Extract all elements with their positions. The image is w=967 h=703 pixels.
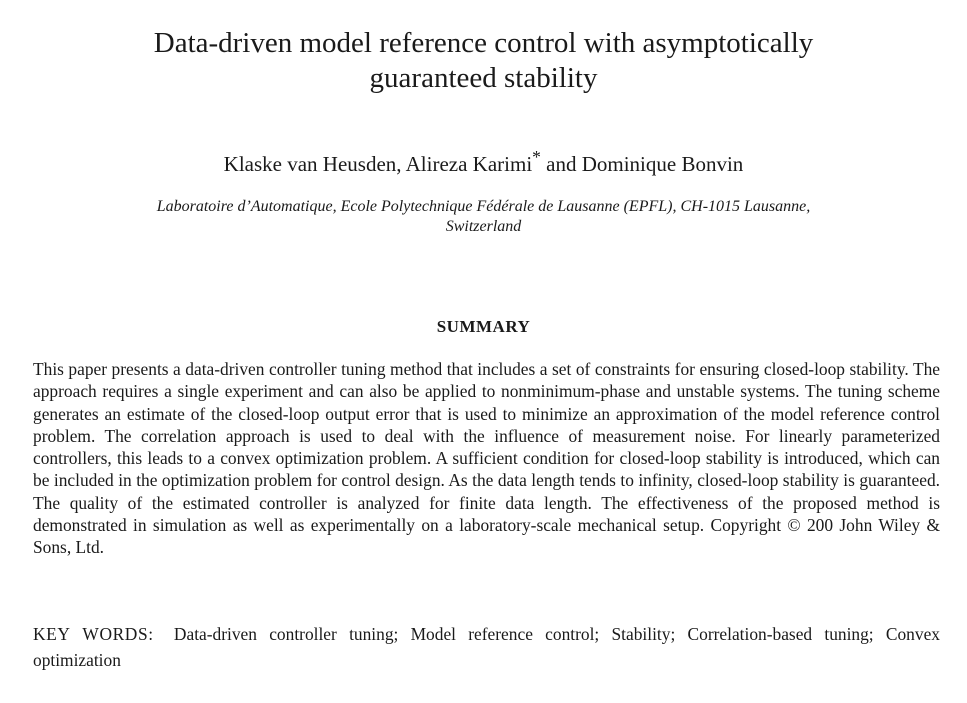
summary-heading: SUMMARY (436, 317, 531, 336)
paper-title: Data-driven model reference control with… (40, 26, 927, 96)
keywords-text: Data-driven controller tuning; Model ref… (33, 624, 940, 670)
corresponding-author-marker: * (532, 147, 541, 167)
keywords-section: KEY WORDS: Data-driven controller tuning… (33, 621, 940, 673)
paper-affiliation: Laboratoire d’Automatique, Ecole Polytec… (60, 197, 907, 237)
abstract-text: This paper presents a data-driven contro… (33, 359, 940, 558)
keywords-label: KEY WORDS: (33, 624, 154, 644)
affiliation-line-2: Switzerland (445, 218, 522, 235)
paper-authors: Klaske van Heusden, Alireza Karimi* and … (40, 144, 927, 177)
authors-text: Klaske van Heusden, Alireza Karimi (223, 152, 533, 176)
paper-title-line-1: Data-driven model reference control with… (153, 27, 814, 59)
affiliation-line-1: Laboratoire d’Automatique, Ecole Polytec… (156, 198, 811, 215)
authors-text-last: and Dominique Bonvin (540, 152, 744, 176)
paper-title-line-2: guaranteed stability (369, 62, 598, 94)
